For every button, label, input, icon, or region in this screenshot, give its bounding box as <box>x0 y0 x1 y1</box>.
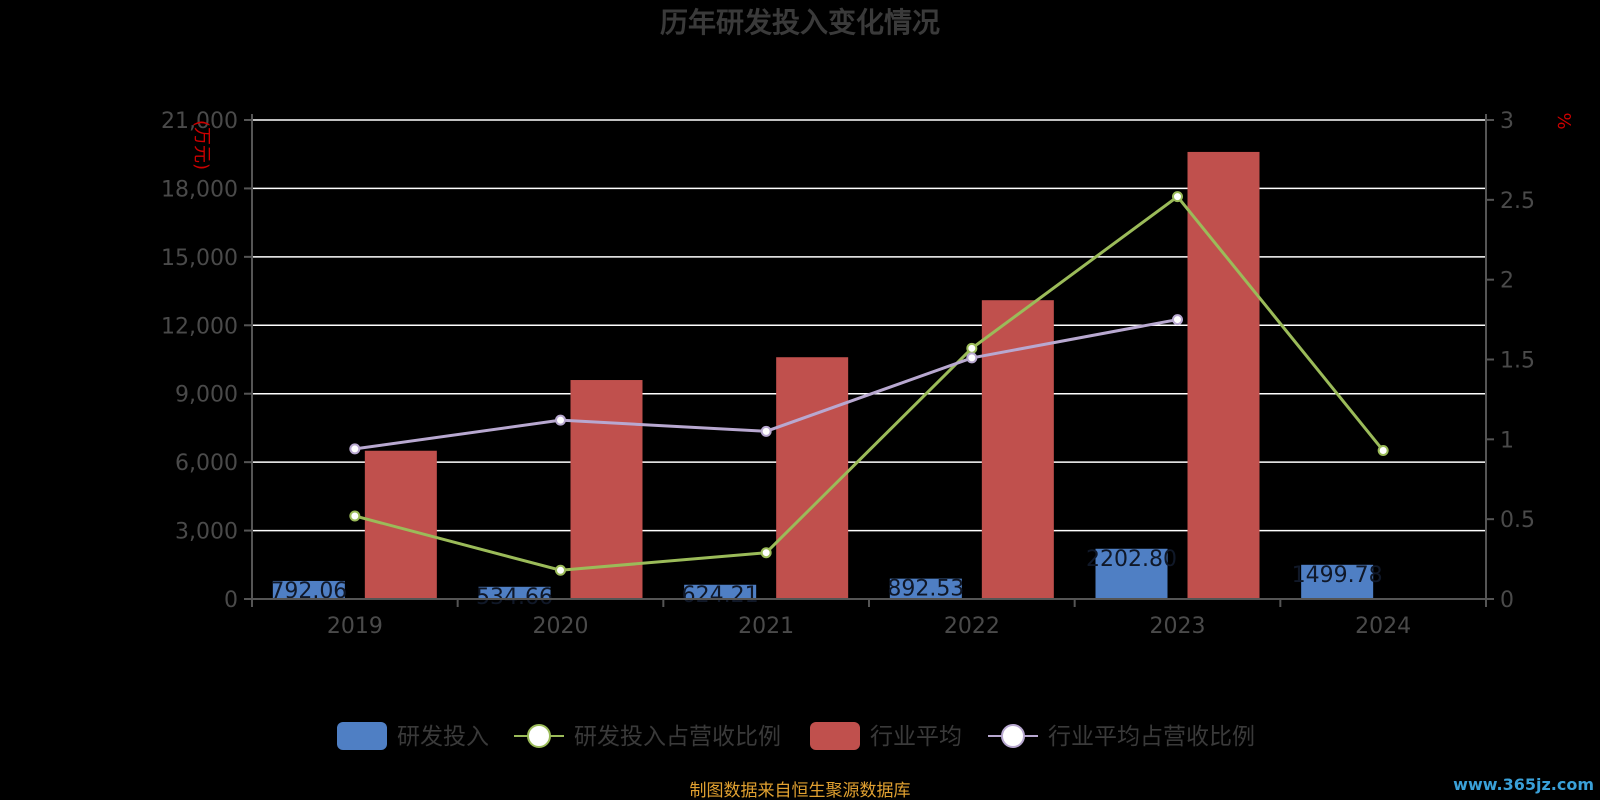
industry-ratio-point <box>760 425 772 437</box>
left-tick-label: 18,000 <box>161 177 238 202</box>
bar-value-label: 792.06 <box>270 579 347 604</box>
right-tick-label: 1.5 <box>1500 349 1535 374</box>
legend-label: 研发投入占营收比例 <box>574 724 781 750</box>
rd-ratio-point <box>555 564 566 576</box>
right-axis-unit: % <box>1553 112 1574 129</box>
chart-title: 历年研发投入变化情况 <box>660 6 940 39</box>
left-tick-label: 6,000 <box>175 451 238 476</box>
x-tick-label: 2021 <box>738 614 794 639</box>
right-tick-label: 3 <box>1500 109 1514 134</box>
lines <box>349 191 1389 576</box>
left-tick-label: 0 <box>224 588 238 613</box>
rd-ratio-point <box>349 510 361 522</box>
legend-label: 行业平均占营收比例 <box>1048 724 1255 750</box>
industry-average-bar <box>364 450 437 599</box>
rd-investment-bar <box>889 578 962 599</box>
left-axis-unit: (万元) <box>191 120 212 170</box>
industry-average-bar <box>776 357 849 599</box>
right-tick-label: 2.5 <box>1500 189 1535 214</box>
right-tick-label: 0 <box>1500 588 1514 613</box>
legend-swatch-bar <box>810 722 860 750</box>
bar-value-label: 2202.80 <box>1086 547 1177 572</box>
right-axis-ticks: 0 0.5 1 1.5 2 2.5 3 <box>1485 109 1535 613</box>
rd-ratio-point <box>1377 445 1389 457</box>
legend-label: 行业平均 <box>870 724 962 750</box>
right-tick-label: 1 <box>1500 428 1514 453</box>
bar-value-label: 892.53 <box>887 577 964 602</box>
industry-ratio-point <box>966 352 978 364</box>
bar-value-label: 534.66 <box>476 585 553 610</box>
data-source-note: 制图数据来自恒生聚源数据库 <box>690 781 911 800</box>
rd-investment-bar <box>1301 564 1374 599</box>
left-tick-label: 9,000 <box>175 383 238 408</box>
legend-swatch-bar <box>337 722 387 750</box>
rd-investment-bar <box>272 580 345 599</box>
legend-label: 研发投入 <box>397 724 489 750</box>
gridlines <box>252 119 1486 532</box>
left-tick-label: 21,000 <box>161 109 238 134</box>
rd-investment-bar <box>1095 548 1168 599</box>
industry-ratio-point <box>1172 314 1183 326</box>
x-tick-label: 2022 <box>944 614 1000 639</box>
industry-ratio-point <box>349 443 361 455</box>
rd-ratio-point <box>966 342 978 354</box>
bars: 792.06 534.66 624.21 892.53 2202.80 1499.78 <box>270 151 1383 610</box>
legend: 研发投入 研发投入占营收比例 行业平均 行业平均占营收比例 <box>337 722 1255 750</box>
x-tick-label: 2020 <box>533 614 589 639</box>
rd-investment-bar <box>684 584 757 599</box>
rd-ratio-point <box>760 547 772 559</box>
industry-ratio-point <box>555 414 566 426</box>
x-tick-label: 2024 <box>1355 614 1411 639</box>
industry-average-bar <box>1187 151 1260 599</box>
left-axis-ticks: 0 3,000 6,000 9,000 12,000 15,000 18,000 21,000 <box>161 109 253 613</box>
x-tick-label: 2023 <box>1150 614 1206 639</box>
industry-average-bar <box>570 380 643 599</box>
left-tick-label: 3,000 <box>175 520 238 545</box>
rd-investment-bar <box>478 586 551 599</box>
right-tick-label: 0.5 <box>1500 508 1535 533</box>
bar-value-label: 624.21 <box>682 583 759 608</box>
watermark: www.365jz.com <box>1453 775 1594 794</box>
x-axis: 2019 2020 2021 2022 2023 2024 <box>251 598 1487 639</box>
rd-ratio-line <box>354 194 1385 572</box>
x-tick-label: 2019 <box>327 614 383 639</box>
legend-swatch-marker <box>527 724 551 748</box>
right-tick-label: 2 <box>1500 269 1514 294</box>
bar-value-label: 1499.78 <box>1292 563 1383 588</box>
left-tick-label: 15,000 <box>161 246 238 271</box>
rd-ratio-point <box>1172 191 1183 203</box>
legend-swatch-marker <box>1001 724 1025 748</box>
left-tick-label: 12,000 <box>161 314 238 339</box>
